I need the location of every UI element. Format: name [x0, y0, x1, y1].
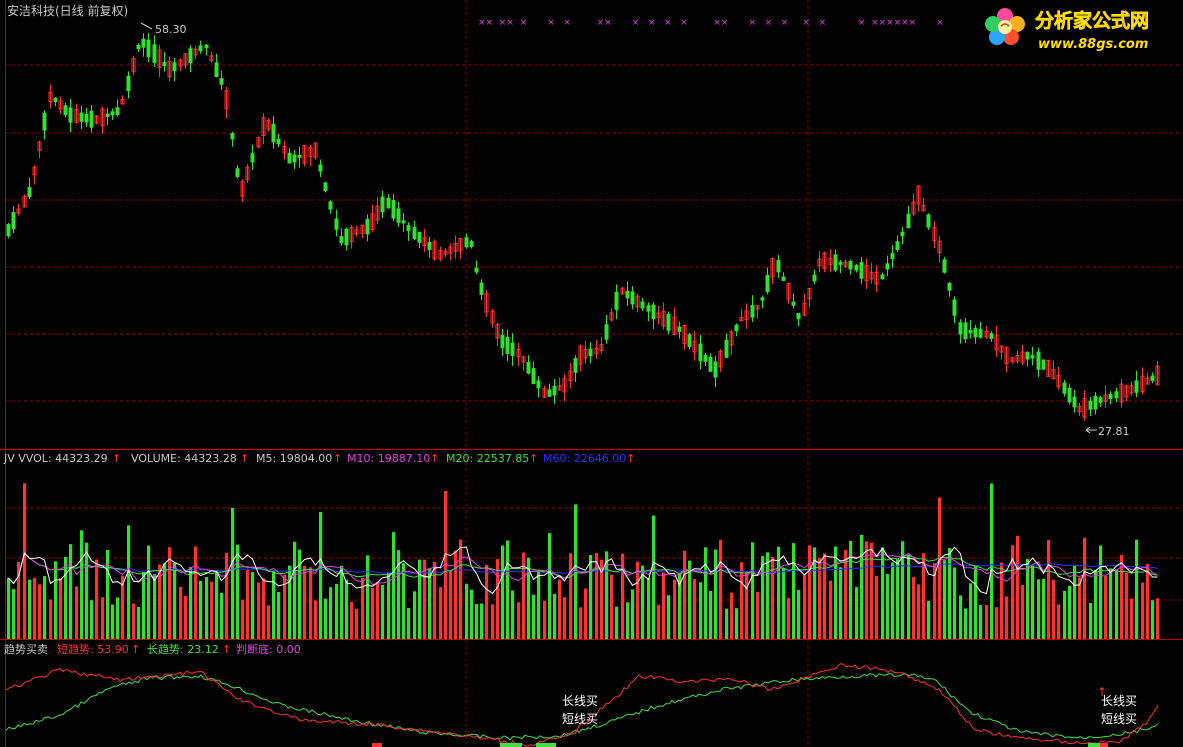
svg-text:短线买: 短线买 [1101, 712, 1137, 726]
up-arrow-icon: ↑ [131, 643, 140, 656]
volume-legend-m60: M60: 22646.00 [543, 452, 626, 465]
up-arrow-icon: ↑ [240, 452, 249, 465]
logo-text: 分析家公式网 [1035, 9, 1149, 32]
volume-panel[interactable]: JV VVOL: 44323.29 ↑ VOLUME: 44323.28 ↑ M… [0, 450, 1183, 640]
volume-legend-volume: VOLUME: 44323.28 [131, 452, 237, 465]
trend-legend-short: 短趋势: 53.90 [57, 642, 129, 656]
volume-legend-m10: M10: 19887.10 [347, 452, 430, 465]
trend-panel[interactable]: 趋势买卖 短趋势: 53.90 ↑ 长趋势: 23.12 ↑ 判断底: 0.00… [4, 640, 1159, 747]
up-arrow-icon: ↑ [112, 452, 121, 465]
svg-text:短线买: 短线买 [562, 712, 598, 726]
logo-url: www.88gs.com [1038, 37, 1148, 52]
svg-text:27.81: 27.81 [1098, 425, 1130, 438]
trend-indicator-name: 趋势买卖 [4, 643, 48, 656]
volume-legend-m5: M5: 19804.00 [256, 452, 332, 465]
trend-legend: 趋势买卖 短趋势: 53.90 ↑ 长趋势: 23.12 ↑ 判断底: 0.00 [4, 642, 301, 656]
up-arrow-icon: ↑ [333, 452, 342, 465]
site-logo: 分析家公式网 www.88gs.com [983, 2, 1180, 54]
volume-legend-m20: M20: 22537.85 [446, 452, 529, 465]
chart-title: 安洁科技(日线 前复权) [7, 3, 128, 18]
trend-signal-1: 长线买 短线买 [562, 694, 598, 726]
volume-indicator-name: JV VVOL: 44323.29 [3, 452, 108, 465]
trend-legend-long: 长趋势: 23.12 [147, 643, 219, 656]
flower-logo-icon [985, 8, 1025, 45]
up-arrow-icon: ↑ [626, 452, 635, 465]
max-price-annotation: 58.30 [140, 22, 187, 36]
svg-text:长线买: 长线买 [1101, 694, 1137, 708]
up-arrow-icon: ↑ [222, 643, 231, 656]
trend-legend-bottom: 判断底: 0.00 [236, 642, 301, 656]
volume-legend: JV VVOL: 44323.29 ↑ VOLUME: 44323.28 ↑ M… [3, 452, 635, 465]
up-arrow-icon: ↑ [430, 452, 439, 465]
trend-signal-2: ↑ 长线买 短线买 [1097, 685, 1137, 726]
up-arrow-icon: ↑ [1097, 685, 1107, 699]
x-markers: ×× ×× × × × ×× × × × × ×× × × × × × × ××… [478, 18, 944, 28]
up-arrow-icon: ↑ [529, 452, 538, 465]
svg-text:58.30: 58.30 [155, 23, 187, 36]
svg-text:长线买: 长线买 [562, 694, 598, 708]
min-price-annotation: 27.81 [1085, 425, 1130, 438]
